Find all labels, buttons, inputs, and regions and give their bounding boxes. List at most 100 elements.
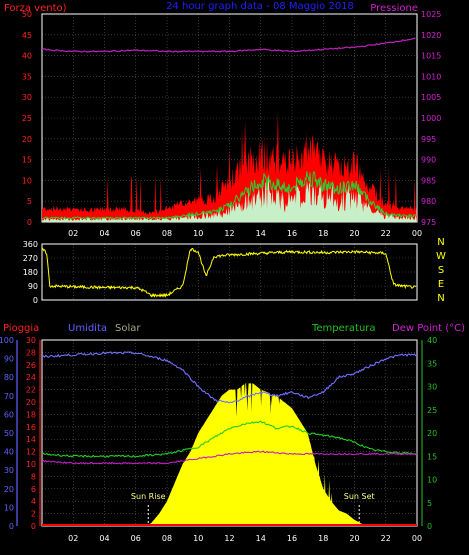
climate-x-tick: 20 [349, 534, 359, 543]
wind-tick-label: 50 [22, 10, 32, 19]
climate-x-tick: 16 [287, 534, 297, 543]
temperature-tick-label: 5 [427, 499, 432, 508]
compass-label: N [437, 293, 444, 304]
wind-tick-label: 0 [27, 218, 32, 227]
wind-x-tick: 16 [287, 229, 297, 238]
wind-x-tick: 20 [349, 229, 359, 238]
wind-x-tick: 04 [99, 229, 109, 238]
wind-x-tick: 02 [68, 229, 78, 238]
humidity-tick-label: 100 [0, 336, 14, 345]
climate-x-tick: 06 [131, 534, 141, 543]
direction-tick-label: 360 [23, 240, 38, 249]
rain-tick-label: 6 [31, 485, 36, 494]
chart-title: 24 hour graph data - 08 Maggio 2018 [166, 1, 354, 12]
climate-x-tick: 10 [193, 534, 203, 543]
pressure-tick-label: 1020 [421, 31, 441, 40]
rain-tick-label: 16 [26, 423, 36, 432]
wind-x-tick: 12 [224, 229, 234, 238]
compass-label: S [438, 265, 444, 276]
humidity-tick-label: 70 [4, 392, 14, 401]
wind-x-tick: 18 [318, 229, 328, 238]
pressure-tick-label: 1005 [421, 93, 441, 102]
wind-tick-label: 35 [22, 72, 32, 81]
rain-tick-label: 18 [26, 410, 36, 419]
rain-tick-label: 10 [26, 460, 36, 469]
climate-x-tick: 02 [68, 534, 78, 543]
wind-axis-title: Forza vento) [4, 3, 67, 14]
humidity-tick-label: 80 [4, 373, 14, 382]
humidity-tick-label: 10 [4, 503, 14, 512]
pressure-axis-title: Pressione [370, 3, 418, 14]
direction-line [41, 247, 417, 298]
temperature-tick-label: 25 [427, 406, 437, 415]
daylight-label: Sun Rise [131, 492, 166, 501]
wind-x-tick: 14 [256, 229, 266, 238]
pressure-tick-label: 990 [421, 156, 436, 165]
humidity-tick-label: 30 [4, 466, 14, 475]
pressure-tick-label: 980 [421, 197, 436, 206]
temperature-tick-label: 35 [427, 359, 437, 368]
pressure-tick-label: 1025 [421, 10, 441, 19]
wind-tick-label: 15 [22, 156, 32, 165]
rain-tick-label: 8 [31, 472, 36, 481]
compass-label: W [436, 251, 446, 262]
rain-tick-label: 14 [26, 435, 36, 444]
rain-tick-label: 20 [26, 398, 36, 407]
humidity-tick-label: 20 [4, 485, 14, 494]
wind-pressure-panel: 0510152025303540455097598098599099510001… [22, 10, 442, 238]
legend-dew-point: Dew Point (°C) [392, 323, 465, 334]
climate-x-tick: 22 [381, 534, 391, 543]
humidity-line [41, 351, 418, 404]
rain-tick-label: 12 [26, 448, 36, 457]
temperature-tick-label: 0 [427, 522, 432, 531]
climate-x-tick: 12 [224, 534, 234, 543]
wind-x-tick: 08 [162, 229, 172, 238]
temperature-tick-label: 10 [427, 476, 437, 485]
direction-tick-label: 90 [28, 282, 38, 291]
daylight-label: Sun Set [344, 492, 375, 501]
temperature-humidity-solar-panel: 0102030405060708090100024681012141618202… [0, 336, 437, 543]
humidity-tick-label: 90 [4, 355, 14, 364]
wind-x-tick: 10 [193, 229, 203, 238]
climate-x-tick: 08 [162, 534, 172, 543]
direction-tick-label: 0 [33, 296, 38, 305]
direction-tick-label: 180 [23, 268, 38, 277]
rain-tick-label: 26 [26, 361, 36, 370]
direction-frame [41, 243, 418, 301]
wind-x-tick: 00 [412, 229, 422, 238]
temperature-tick-label: 40 [427, 336, 437, 345]
climate-x-tick: 14 [256, 534, 266, 543]
legend-humidity: Umidita [68, 323, 107, 334]
humidity-tick-label: 40 [4, 448, 14, 457]
rain-tick-label: 22 [26, 386, 36, 395]
legend-solar: Solar [115, 323, 141, 334]
humidity-tick-label: 50 [4, 429, 14, 438]
dew-point-line [41, 450, 418, 465]
wind-tick-label: 40 [22, 52, 32, 61]
wind-x-tick: 22 [381, 229, 391, 238]
rain-tick-label: 4 [31, 497, 36, 506]
climate-x-tick: 18 [318, 534, 328, 543]
solar-area [146, 383, 371, 526]
wind-x-tick: 06 [131, 229, 141, 238]
humidity-tick-label: 0 [9, 522, 14, 531]
pressure-tick-label: 1015 [421, 52, 441, 61]
pressure-line [41, 37, 416, 53]
wind-avg-line [42, 170, 417, 220]
wind-tick-label: 10 [22, 176, 32, 185]
temperature-line [41, 420, 418, 458]
rain-tick-label: 28 [26, 348, 36, 357]
wind-tick-label: 30 [22, 93, 32, 102]
wind-tick-label: 45 [22, 31, 32, 40]
legend-rain: Pioggia [3, 323, 39, 334]
temperature-tick-label: 20 [427, 429, 437, 438]
rain-tick-label: 0 [31, 522, 36, 531]
humidity-tick-label: 60 [4, 410, 14, 419]
pressure-tick-label: 985 [421, 176, 436, 185]
pressure-tick-label: 1000 [421, 114, 441, 123]
temperature-tick-label: 30 [427, 383, 437, 392]
compass-label: E [438, 279, 444, 290]
temperature-tick-label: 15 [427, 452, 437, 461]
pressure-tick-label: 995 [421, 135, 436, 144]
